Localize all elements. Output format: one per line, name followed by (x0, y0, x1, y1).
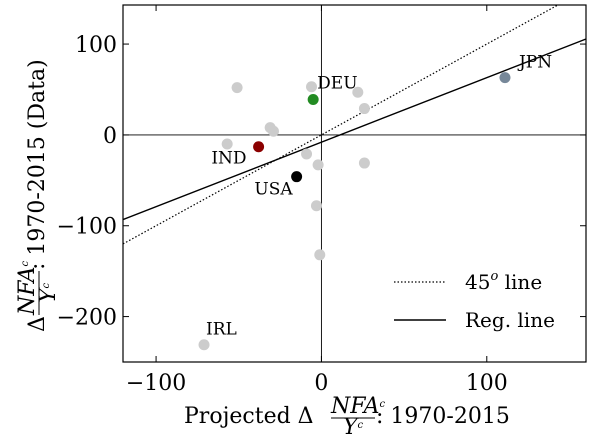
x-axis-ticks: −100 0 100 (126, 5, 508, 396)
y-frac-den: Yc (36, 282, 61, 303)
legend-label-45-text: 45 (465, 270, 490, 294)
data-point (314, 249, 326, 261)
data-point-jpn (499, 72, 511, 84)
line-45-degree (122, 4, 559, 245)
data-point-deu (307, 93, 319, 105)
x-tick-label: −100 (126, 371, 186, 396)
y-tick-label: 100 (75, 33, 117, 58)
data-point-ind (253, 141, 265, 153)
y-frac-den-sup: c (41, 282, 52, 288)
legend-label-45-line: 45o line (465, 269, 542, 294)
data-point (231, 82, 243, 94)
data-point (358, 103, 370, 115)
x-tick-label: 100 (466, 371, 508, 396)
y-axis-title-suffix: : 1970-2015 (Data) (25, 59, 50, 270)
data-point (306, 81, 318, 93)
data-point (221, 138, 233, 150)
point-label-deu: DEU (317, 73, 357, 93)
point-label-jpn: JPN (517, 53, 552, 73)
y-axis-title-prefix: Δ (25, 316, 50, 332)
data-point (267, 125, 279, 137)
x-axis-title-fraction: NFAc Yc (330, 394, 386, 440)
legend-label-45-sup: o (490, 269, 498, 284)
reference-lines (123, 5, 586, 362)
point-label-usa: USA (254, 180, 293, 200)
data-points (198, 72, 511, 351)
data-point (301, 148, 313, 160)
x-axis-title-suffix: : 1970-2015 (376, 404, 510, 429)
y-tick-label: −200 (57, 306, 117, 331)
y-tick-label: −100 (57, 215, 117, 240)
plot-area: DEU JPN IND USA IRL (122, 4, 587, 363)
plot-frame (122, 4, 587, 363)
data-point (352, 86, 364, 98)
data-point (310, 200, 322, 212)
x-frac-den-text: Y (343, 415, 360, 440)
data-point (312, 159, 324, 171)
legend: 45o line Reg. line (394, 269, 555, 332)
y-tick-label: 0 (103, 124, 117, 149)
x-frac-num-text: NFA (330, 394, 380, 419)
point-labels: DEU JPN IND USA IRL (206, 53, 552, 340)
point-label-ind: IND (211, 149, 246, 169)
x-frac-den: Yc (343, 415, 364, 440)
x-frac-num-sup: c (380, 399, 386, 410)
regression-line (122, 38, 587, 221)
x-tick-label: 0 (314, 371, 328, 396)
y-frac-num: NFAc (15, 261, 40, 317)
x-axis-title: Projected Δ NFAc Yc : 1970-2015 (184, 394, 510, 440)
x-axis-title-prefix: Projected Δ (184, 404, 314, 429)
legend-label-45-suffix: line (498, 270, 542, 294)
legend-label-reg-line: Reg. line (465, 308, 555, 332)
y-axis-title-fraction: NFAc Yc (15, 261, 61, 317)
y-axis-title: Δ NFAc Yc : 1970-2015 (Data) (15, 59, 61, 332)
data-point-usa (291, 171, 303, 183)
y-frac-num-sup: c (20, 261, 31, 267)
data-point (358, 157, 370, 169)
data-point (198, 339, 210, 351)
y-frac-num-text: NFA (15, 267, 40, 317)
x-frac-num: NFAc (330, 394, 386, 419)
fit-lines (122, 4, 587, 245)
y-axis-ticks: 100 0 −100 −200 (57, 33, 586, 331)
y-frac-den-text: Y (36, 286, 61, 303)
point-label-irl: IRL (206, 320, 237, 340)
x-frac-den-sup: c (358, 420, 364, 431)
